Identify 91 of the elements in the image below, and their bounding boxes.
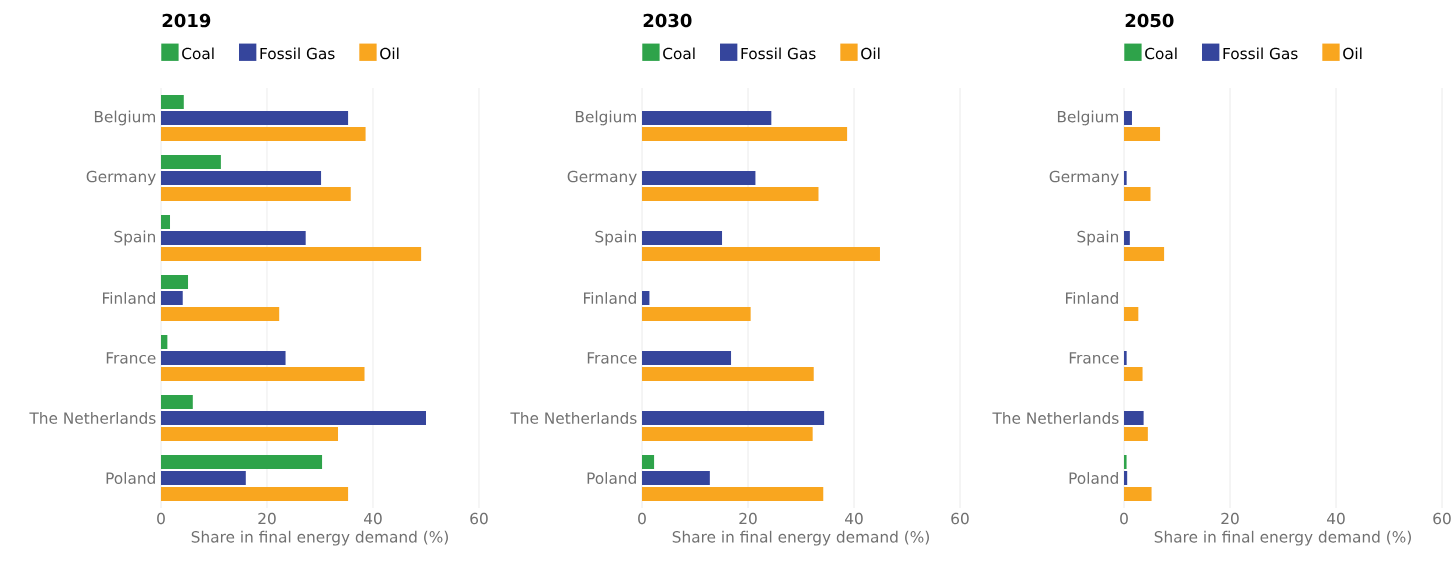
x-tick-label: 0 [157,512,165,525]
legend-label: Fossil Gas [741,47,816,60]
y-tick-label: Poland [1069,472,1118,484]
bar [642,231,723,245]
bar [642,487,824,501]
bar [1124,247,1165,261]
y-tick-label: Poland [587,472,636,484]
y-tick-label: Spain [114,230,155,246]
y-tick-label: France [587,352,637,364]
bar [161,351,286,365]
y-tick-label: Germany [1049,170,1119,186]
chart-title: 2050 [1125,13,1174,28]
legend-label: Oil [1343,47,1362,60]
bar [161,335,168,349]
bar [161,395,193,409]
bar [642,171,756,185]
bar [161,231,306,245]
legend-label: Coal [1145,47,1177,60]
y-tick-label: France [1069,352,1119,364]
x-axis-title: Share in final energy demand (%) [672,530,929,546]
legend-label: Oil [380,47,399,60]
bar [642,187,819,201]
y-tick-label: Finland [584,292,636,304]
legend-label: Fossil Gas [260,47,335,60]
y-tick-label: Belgium [575,110,636,126]
x-tick-label: 40 [1327,512,1345,525]
bar [161,155,221,169]
chart-title: 2019 [162,13,211,28]
x-axis-title: Share in final energy demand (%) [191,530,448,546]
bar [642,127,848,141]
y-tick-label: Spain [595,230,636,246]
bar [161,127,366,141]
y-tick-label: Belgium [94,110,155,126]
x-tick-label: 20 [258,512,276,525]
y-tick-label: Belgium [1057,110,1118,126]
bar [161,215,171,229]
x-tick-label: 0 [1120,512,1128,525]
x-tick-label: 20 [1221,512,1239,525]
x-tick-label: 60 [1433,512,1451,525]
bar [161,247,422,261]
bar [161,455,323,469]
legend-label: Coal [663,47,695,60]
x-tick-label: 60 [470,512,488,525]
bar [161,111,349,125]
bar [1124,127,1161,141]
x-tick-label: 40 [845,512,863,525]
bar [161,95,184,109]
bar [161,291,183,305]
bar [1124,487,1152,501]
y-tick-label: The Netherlands [510,412,637,424]
bar [161,275,189,289]
bar [642,367,814,381]
x-tick-label: 0 [638,512,646,525]
bar [161,367,365,381]
y-tick-label: France [106,352,156,364]
x-axis-title: Share in final energy demand (%) [1154,530,1411,546]
y-tick-label: Finland [1066,292,1118,304]
bar [642,351,732,365]
y-tick-label: Germany [86,170,156,186]
bar [642,455,655,469]
bar [1124,307,1139,321]
y-tick-label: The Netherlands [29,412,156,424]
bar [161,187,351,201]
y-tick-label: The Netherlands [992,412,1119,424]
legend-label: Fossil Gas [1223,47,1298,60]
y-tick-label: Germany [567,170,637,186]
bar [642,247,880,261]
bar [642,427,813,441]
x-tick-label: 40 [364,512,382,525]
bar [1124,187,1151,201]
chart-title: 2030 [643,13,692,28]
bar [642,111,772,125]
y-tick-label: Poland [106,472,155,484]
legend-label: Coal [182,47,214,60]
bar [161,411,426,425]
legend-label: Oil [861,47,880,60]
bar [642,411,825,425]
bar [161,471,246,485]
bar [161,171,322,185]
y-tick-label: Finland [103,292,155,304]
bar [161,427,339,441]
bar [642,471,710,485]
bar [1124,411,1144,425]
bar [161,307,280,321]
bar [1124,427,1148,441]
bar [161,487,349,501]
bar [642,307,751,321]
bar [1124,367,1143,381]
y-tick-label: Spain [1077,230,1118,246]
x-tick-label: 20 [739,512,757,525]
x-tick-label: 60 [951,512,969,525]
